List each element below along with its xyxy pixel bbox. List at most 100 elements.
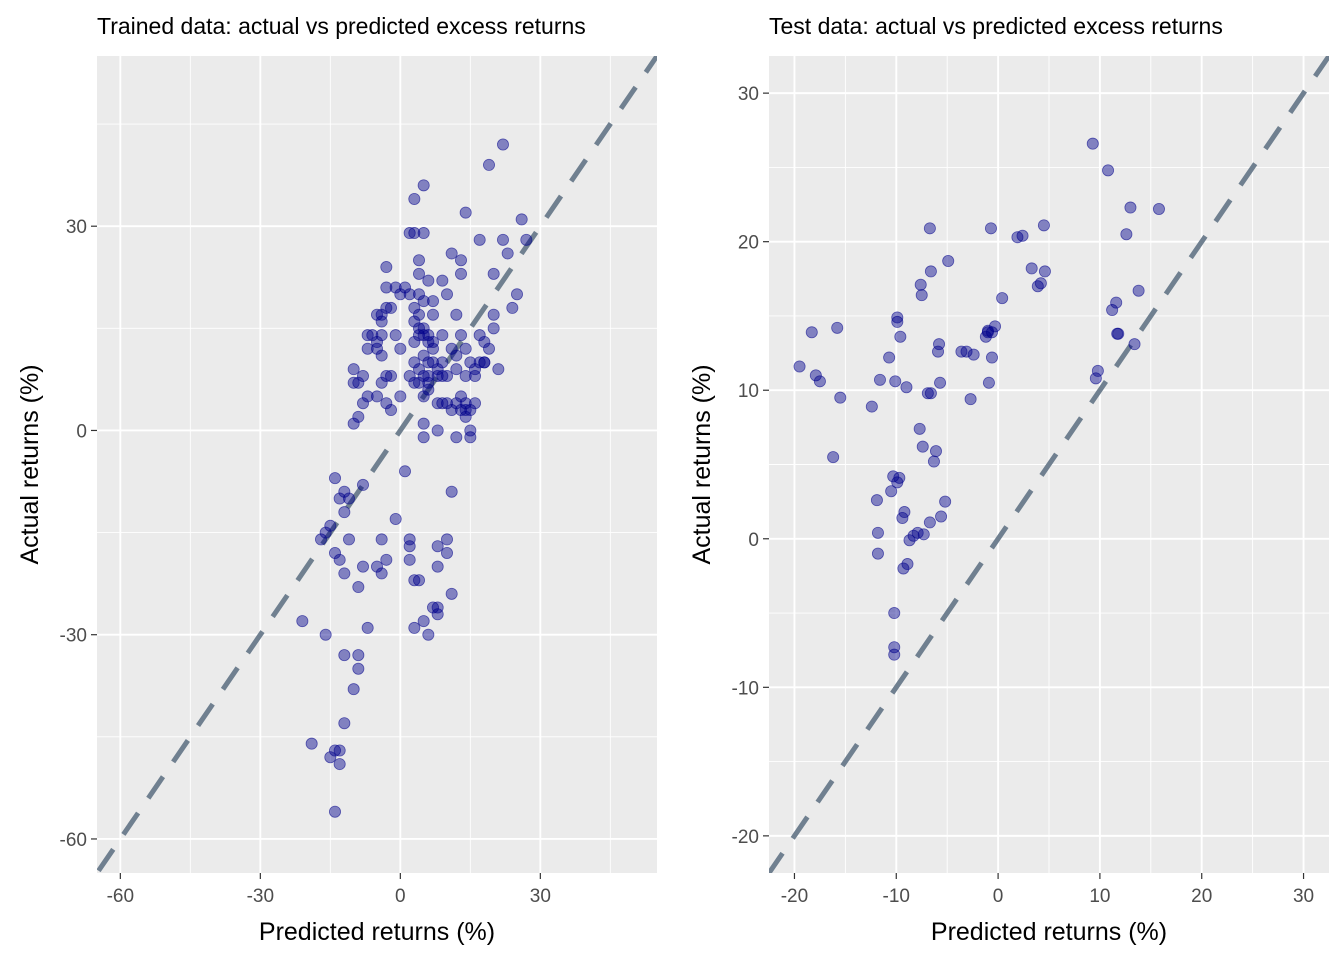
data-point: [342, 492, 355, 505]
data-point: [510, 288, 523, 301]
data-point: [464, 404, 477, 417]
data-point: [482, 342, 495, 355]
data-point: [426, 295, 439, 308]
data-point: [412, 288, 425, 301]
data-point: [422, 628, 435, 641]
data-point: [412, 254, 425, 267]
data-point: [464, 431, 477, 444]
y-tick-label: 10: [738, 381, 759, 402]
data-point: [370, 335, 383, 348]
data-point: [454, 329, 467, 342]
data-point: [468, 369, 481, 382]
data-point: [324, 519, 337, 532]
data-point: [454, 267, 467, 280]
data-point: [431, 369, 444, 382]
data-point: [384, 404, 397, 417]
data-point: [412, 308, 425, 321]
x-tick-label: 0: [993, 886, 1004, 907]
data-point: [1086, 137, 1099, 150]
data-point: [352, 649, 365, 662]
data-point: [431, 397, 444, 410]
data-point: [338, 717, 351, 730]
data-point: [885, 485, 898, 498]
data-point: [501, 247, 514, 260]
data-point: [366, 329, 379, 342]
data-point: [356, 560, 369, 573]
data-point: [459, 397, 472, 410]
data-point: [328, 744, 341, 757]
data-point: [375, 349, 388, 362]
data-point: [496, 233, 509, 246]
data-point: [314, 533, 327, 546]
data-point: [347, 417, 360, 430]
data-point: [356, 478, 369, 491]
data-point: [333, 553, 346, 566]
data-point: [1106, 304, 1119, 317]
data-point: [426, 335, 439, 348]
data-point: [985, 351, 998, 364]
data-point: [347, 376, 360, 389]
data-point: [403, 369, 416, 382]
data-point: [955, 345, 968, 358]
data-point: [454, 390, 467, 403]
data-point: [982, 376, 995, 389]
data-point: [436, 329, 449, 342]
y-tick-label: -10: [732, 678, 759, 699]
data-point: [865, 400, 878, 413]
data-point: [328, 805, 341, 818]
data-point: [333, 492, 346, 505]
data-point: [436, 356, 449, 369]
data-point: [450, 349, 463, 362]
data-point: [426, 356, 439, 369]
data-point: [403, 227, 416, 240]
data-point: [417, 431, 430, 444]
data-point: [1091, 364, 1104, 377]
data-point: [380, 261, 393, 274]
data-point: [431, 608, 444, 621]
data-point: [417, 390, 430, 403]
reference-line: [769, 56, 1329, 873]
data-point: [440, 397, 453, 410]
data-point: [296, 615, 309, 628]
data-point: [933, 338, 946, 351]
data-point: [417, 329, 430, 342]
data-point: [473, 233, 486, 246]
data-point: [394, 390, 407, 403]
data-point: [394, 342, 407, 355]
data-point: [921, 387, 934, 400]
data-point: [809, 369, 822, 382]
data-point: [417, 179, 430, 192]
data-point: [831, 321, 844, 334]
data-point: [520, 233, 533, 246]
data-point: [422, 383, 435, 396]
data-point: [375, 315, 388, 328]
data-point: [361, 390, 374, 403]
y-tick-label: 0: [748, 530, 759, 551]
data-point: [375, 329, 388, 342]
data-point: [450, 397, 463, 410]
data-point: [319, 628, 332, 641]
data-point: [338, 506, 351, 519]
data-point: [417, 369, 430, 382]
y-tick-label: -30: [60, 626, 87, 647]
data-point: [916, 440, 929, 453]
data-point: [1037, 219, 1050, 232]
data-point: [431, 424, 444, 437]
data-point: [436, 369, 449, 382]
data-point: [403, 288, 416, 301]
y-tick-label: -20: [732, 827, 759, 848]
data-point: [361, 621, 374, 634]
data-point: [403, 553, 416, 566]
data-point: [967, 348, 980, 361]
data-point: [496, 138, 509, 151]
data-point: [370, 308, 383, 321]
data-point: [408, 192, 421, 205]
data-point: [431, 363, 444, 376]
data-point: [450, 308, 463, 321]
data-point: [487, 308, 500, 321]
y-tick-label: -60: [60, 830, 87, 851]
x-tick-label: -20: [781, 886, 808, 907]
data-point: [342, 533, 355, 546]
data-point: [422, 376, 435, 389]
data-point: [384, 369, 397, 382]
